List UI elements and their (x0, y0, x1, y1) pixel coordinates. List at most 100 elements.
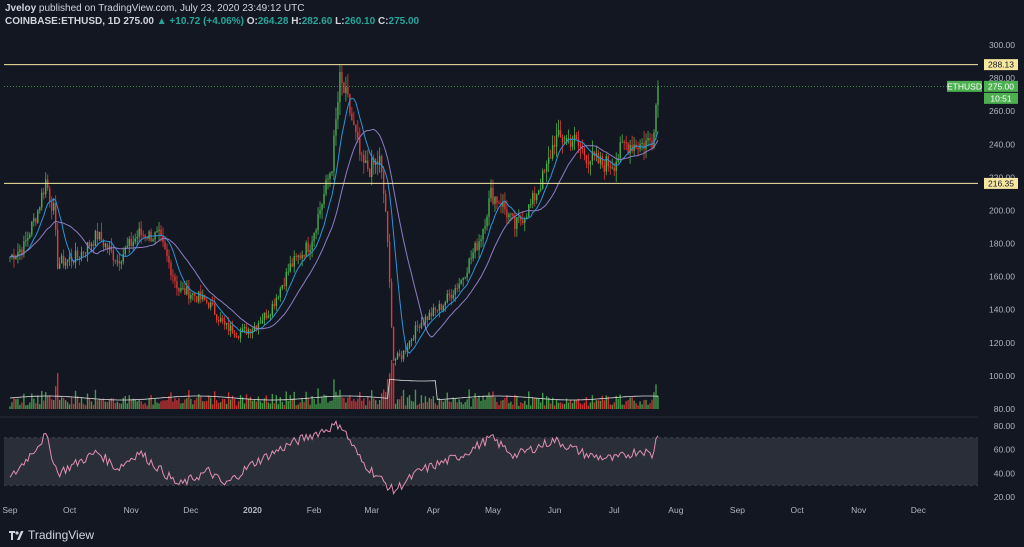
low-label: L: (335, 16, 345, 27)
candle-body (68, 257, 71, 260)
candle-body (126, 245, 128, 248)
volume-bar (102, 398, 105, 409)
volume-bar (631, 397, 633, 409)
volume-bar (283, 404, 285, 409)
candle-body (305, 242, 307, 257)
volume-bar (253, 399, 256, 409)
candle-body (452, 294, 454, 299)
volume-bar (408, 395, 411, 409)
price-change: +10.72 (+4.06%) (169, 16, 244, 27)
candle-body (329, 173, 331, 179)
candle-body (347, 87, 349, 95)
volume-bar (532, 397, 534, 409)
candle-body (577, 139, 580, 146)
candle-body (486, 216, 488, 227)
candle-body (653, 132, 655, 148)
candle-body (335, 119, 337, 136)
candle-body (595, 153, 598, 156)
candle-body (543, 170, 546, 172)
candle-body (408, 341, 411, 348)
candle-body (331, 171, 333, 174)
volume-bar (56, 373, 59, 409)
candle-body (62, 255, 65, 266)
volume-bar (496, 401, 498, 409)
candle-body (613, 167, 615, 171)
level-badge-lower[interactable]: 216.35 (984, 177, 1018, 189)
candle-body (404, 350, 407, 352)
candle-body (541, 170, 544, 189)
candle-body (384, 193, 387, 212)
tradingview-brand[interactable]: TradingView (8, 528, 94, 542)
candle-body (538, 190, 540, 195)
candle-body (138, 228, 140, 237)
candle-body (504, 201, 506, 210)
volume-bar (158, 403, 160, 409)
volume-bar (136, 401, 138, 409)
volume-bar (160, 401, 162, 409)
candle-body (434, 307, 437, 310)
volume-bar (599, 400, 602, 409)
candle-body (206, 299, 208, 303)
candle-body (192, 293, 194, 295)
volume-bar (277, 404, 280, 409)
volume-bar (82, 403, 85, 409)
candle-body (315, 230, 317, 233)
candle-body (96, 230, 99, 240)
volume-bar (51, 399, 53, 409)
candle-body (557, 130, 560, 136)
volume-bar (54, 386, 57, 409)
volume-ma-line (9, 378, 659, 401)
volume-bar (569, 399, 572, 409)
volume-bar (47, 396, 49, 409)
symbol-badge[interactable]: ETHUSD (947, 80, 982, 92)
price-axis-label: 220.00 (989, 172, 1015, 182)
candle-body (186, 286, 188, 295)
candle-body (148, 231, 150, 239)
volume-bar (237, 401, 240, 409)
volume-bar (623, 404, 625, 409)
volume-bar (257, 396, 260, 409)
candle-body (33, 218, 35, 222)
last-price-badge[interactable]: 275.00 (984, 80, 1018, 92)
candle-body (158, 229, 160, 232)
candle-body (581, 147, 584, 149)
candle-body (275, 298, 278, 307)
symbol-name[interactable]: COINBASE:ETHUSD, 1D (5, 16, 121, 27)
volume-bar (508, 403, 510, 409)
volume-bar (118, 403, 120, 409)
volume-bar (315, 404, 317, 409)
volume-bar (615, 395, 617, 409)
candle-body (156, 231, 158, 233)
candle-body (84, 252, 87, 254)
candle-body (128, 238, 130, 246)
volume-bar (432, 396, 435, 409)
close-value: 275.00 (388, 16, 420, 27)
countdown-badge[interactable]: 10:51 (984, 92, 1018, 104)
volume-bar (166, 399, 168, 409)
author-name[interactable]: Jveloy (5, 3, 37, 14)
candle-body (470, 258, 472, 260)
level-badge-upper[interactable]: 288.13 (984, 59, 1018, 71)
candle-body (563, 142, 566, 144)
candle-body (484, 226, 486, 229)
level-badge-lower-text: 216.35 (988, 178, 1014, 188)
ma-fast-line (9, 97, 659, 354)
candle-body (66, 259, 69, 262)
candle-body (551, 145, 554, 159)
volume-bar (486, 395, 488, 409)
volume-bar (512, 404, 514, 409)
volume-bar (589, 402, 592, 409)
candle-body (474, 242, 476, 253)
volume-bar (231, 395, 234, 409)
candle-body (70, 257, 73, 262)
candle-body (144, 235, 146, 239)
price-axis-label: 140.00 (989, 305, 1015, 315)
candle-body (444, 302, 446, 306)
volume-bar (464, 402, 466, 409)
volume-bar (559, 402, 562, 409)
candle-body (249, 329, 252, 334)
volume-bar (295, 405, 297, 409)
candle-body (589, 160, 592, 165)
volume-bar (555, 399, 558, 409)
